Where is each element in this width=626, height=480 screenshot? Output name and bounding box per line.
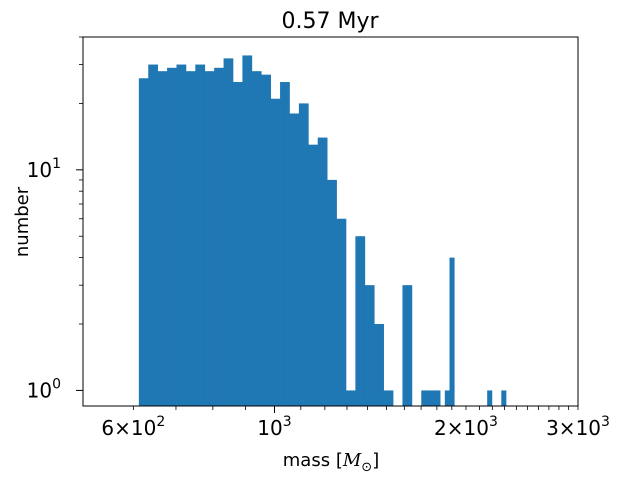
histogram-bar	[350, 390, 356, 406]
y-axis-ticks: 100 101	[27, 36, 83, 402]
histogram-bar	[487, 390, 493, 406]
histogram-bar	[449, 257, 455, 406]
histogram-bar	[185, 71, 191, 407]
histogram-bar	[374, 324, 380, 406]
histogram-bar	[204, 71, 210, 407]
histogram-bar	[256, 71, 262, 407]
histogram-bar	[430, 390, 436, 406]
x-axis-label-text: mass	[283, 450, 330, 471]
histogram-bar	[242, 55, 248, 407]
histogram-bar	[313, 144, 319, 406]
histogram-bar	[341, 218, 347, 406]
histogram-bar	[162, 71, 168, 407]
histogram-bar	[237, 82, 243, 406]
x-axis-label: mass [M⊙]	[283, 450, 379, 475]
y-tick-label: 101	[27, 156, 61, 182]
histogram-bar	[402, 285, 408, 406]
x-axis-ticks: 6×102 103 2×103 3×103	[101, 406, 610, 440]
histogram-bar	[322, 137, 328, 406]
histogram-bar	[284, 82, 290, 406]
histogram-bar	[209, 71, 215, 407]
histogram-bar	[383, 390, 389, 406]
histogram-bar	[167, 67, 173, 406]
x-axis-label-bracket-close: ]	[372, 450, 379, 471]
histogram-bar	[200, 64, 206, 406]
histogram-bar	[195, 64, 201, 406]
histogram-bar	[157, 71, 163, 407]
histogram-bar	[407, 285, 413, 406]
histogram-bar	[294, 113, 300, 406]
histogram-bar	[247, 55, 253, 407]
histogram-bar	[435, 390, 441, 406]
histogram-bar	[289, 113, 295, 406]
histogram-bar	[232, 82, 239, 406]
histogram-bar	[275, 98, 281, 407]
histogram-bar	[261, 74, 267, 406]
x-axis-label-unit-symbol: M	[342, 450, 362, 471]
y-tick-label: 100	[27, 376, 61, 402]
plot-frame	[82, 36, 579, 407]
histogram-bar	[425, 390, 432, 406]
histogram-bar	[298, 103, 304, 406]
histogram-bar	[369, 285, 375, 406]
x-tick-label: 2×103	[434, 414, 498, 440]
x-tick-label: 6×102	[101, 414, 165, 440]
histogram-bar	[190, 71, 196, 407]
histogram-bar	[336, 218, 342, 406]
histogram-bar	[303, 103, 309, 406]
x-tick-label: 103	[257, 414, 291, 440]
histogram-bar	[317, 137, 323, 406]
histogram-bar	[265, 74, 271, 406]
histogram-bar	[176, 64, 182, 406]
x-axis-label-unit-subscript: ⊙	[361, 460, 372, 475]
chart-title: 0.57 Myr	[281, 9, 379, 34]
histogram-bar	[444, 390, 450, 406]
histogram-bar	[360, 236, 366, 406]
histogram-bar	[148, 64, 154, 406]
histogram-bar	[251, 71, 257, 407]
y-axis-label: number	[12, 186, 33, 257]
histogram-bar	[228, 58, 234, 406]
histogram-bar	[421, 390, 427, 406]
histogram-bar	[364, 285, 370, 406]
histogram-bar	[181, 64, 187, 406]
histogram-bar	[223, 58, 229, 406]
x-tick-label: 3×103	[546, 414, 610, 440]
histogram-bar	[152, 64, 159, 406]
histogram-bar	[378, 324, 384, 406]
x-axis-label-bracket-open: [	[336, 450, 343, 471]
histogram-bars	[138, 55, 507, 407]
histogram-bar	[327, 179, 333, 406]
histogram-bar	[143, 78, 149, 407]
histogram-bar	[345, 390, 352, 406]
histogram-bar	[308, 144, 314, 406]
histogram-bar	[501, 390, 507, 406]
histogram-bar	[388, 390, 394, 406]
histogram-bar	[214, 67, 220, 406]
histogram-bar	[218, 67, 224, 406]
histogram-bar	[355, 236, 361, 406]
histogram-bar	[331, 179, 337, 406]
histogram-bar	[171, 67, 177, 406]
histogram-bar	[138, 78, 144, 407]
histogram-bar	[270, 98, 276, 407]
histogram-bar	[280, 82, 286, 406]
